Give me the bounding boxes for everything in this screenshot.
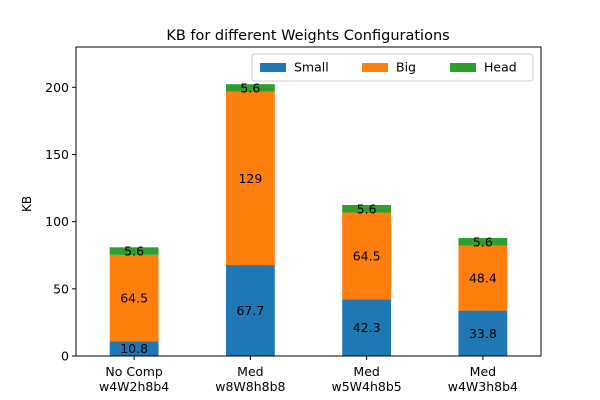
x-tick-label-2-1: w5W4h8b5 <box>331 379 401 394</box>
bar-small-2 <box>342 299 392 356</box>
x-tick-label-2-0: Med <box>353 364 379 379</box>
legend-label-small: Small <box>294 60 329 75</box>
bar-labels-layer: 10.8 64.5 5.6 67.7 129 5.6 42.3 64.5 5.6 33.8 48.4… <box>120 80 497 356</box>
bar-label-big-0: 64.5 <box>120 291 148 306</box>
bar-label-big-3: 48.4 <box>469 271 497 286</box>
bar-head-0 <box>109 247 159 255</box>
legend-label-big: Big <box>396 60 416 75</box>
x-tick-label-3-0: Med <box>470 364 496 379</box>
bar-label-big-1: 129 <box>238 171 262 186</box>
y-tick-label-4: 200 <box>45 80 69 95</box>
legend-swatch-head <box>450 63 476 72</box>
bar-label-small-1: 67.7 <box>236 303 264 318</box>
legend-swatch-big <box>362 63 388 72</box>
bar-label-big-2: 64.5 <box>353 248 381 263</box>
x-tick-label-0-1: w4W2h8b4 <box>99 379 169 394</box>
y-tick-label-3: 150 <box>45 147 69 162</box>
y-tick-label-2: 100 <box>45 214 69 229</box>
x-tick-label-1-0: Med <box>237 364 263 379</box>
x-tick-label-0-0: No Comp <box>105 364 163 379</box>
plot-frame <box>75 46 542 357</box>
bar-big-0 <box>109 254 159 342</box>
bar-label-head-3: 5.6 <box>473 234 493 249</box>
chart-title: KB for different Weights Configurations <box>166 28 449 44</box>
legend-box <box>251 53 534 82</box>
bar-big-1 <box>225 91 275 266</box>
bar-head-3 <box>458 238 508 246</box>
bars-layer <box>109 84 508 356</box>
bar-label-small-0: 10.8 <box>120 341 148 356</box>
y-axis-label: KB <box>20 196 34 212</box>
legend-label-head: Head <box>484 60 517 75</box>
x-tick-label-3-1: w4W3h8b4 <box>448 379 518 394</box>
x-tick-label-1-1: w8W8h8b8 <box>215 379 285 394</box>
bar-label-head-2: 5.6 <box>357 201 377 216</box>
bar-label-small-2: 42.3 <box>353 320 381 335</box>
legend: Small Big Head <box>251 53 534 82</box>
bar-label-head-1: 5.6 <box>240 80 260 95</box>
bar-head-1 <box>225 84 275 92</box>
legend-swatch-small <box>260 63 286 72</box>
bar-label-small-3: 33.8 <box>469 326 497 341</box>
bar-big-2 <box>342 212 392 300</box>
bar-small-3 <box>458 310 508 356</box>
bar-small-1 <box>225 265 275 356</box>
y-tick-label-1: 50 <box>53 281 69 296</box>
y-tick-label-0: 0 <box>61 349 69 364</box>
bar-small-0 <box>109 341 159 356</box>
bar-label-head-0: 5.6 <box>124 244 144 259</box>
bar-head-2 <box>342 204 392 213</box>
bar-big-3 <box>458 245 508 311</box>
